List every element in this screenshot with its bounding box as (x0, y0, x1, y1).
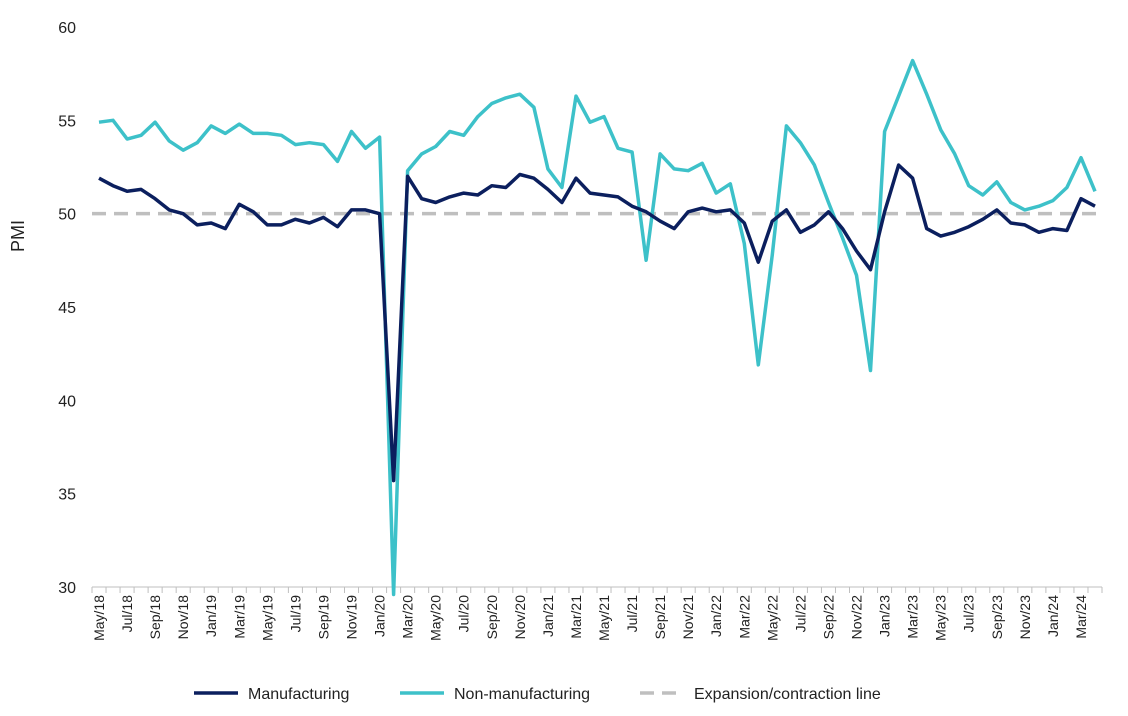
x-tick-label: May/20 (428, 595, 444, 641)
y-tick-label: 60 (58, 20, 76, 37)
x-tick-label: Jul/20 (456, 595, 472, 633)
x-tick-label: Sep/23 (989, 595, 1005, 640)
x-tick-label: Nov/19 (344, 595, 360, 640)
legend-label: Non-manufacturing (454, 686, 590, 703)
x-tick-label: Nov/21 (680, 595, 696, 640)
x-tick-label: Mar/20 (400, 595, 416, 639)
x-tick-label: Sep/20 (484, 595, 500, 640)
x-tick-label: Jul/18 (119, 595, 135, 633)
x-tick-label: Mar/21 (568, 595, 584, 639)
x-tick-label: Jan/22 (708, 595, 724, 637)
y-tick-label: 50 (58, 207, 76, 224)
x-tick-label: Sep/19 (315, 595, 331, 640)
x-tick-label: Mar/24 (1073, 595, 1089, 639)
x-tick-label: Jan/20 (372, 595, 388, 637)
x-tick-label: Jul/21 (624, 595, 640, 633)
x-tick-label: Sep/22 (820, 595, 836, 640)
x-tick-label: Jul/23 (961, 595, 977, 633)
x-tick-label: May/21 (596, 595, 612, 641)
x-tick-label: Mar/19 (231, 595, 247, 639)
x-tick-label: Jan/23 (877, 595, 893, 637)
x-tick-label: Nov/23 (1017, 595, 1033, 640)
y-axis-label: PMI (8, 220, 28, 252)
x-tick-label: Nov/18 (175, 595, 191, 640)
y-tick-label: 55 (58, 113, 76, 130)
y-tick-label: 35 (58, 487, 76, 504)
x-tick-label: Mar/22 (736, 595, 752, 639)
x-tick-label: Sep/21 (652, 595, 668, 640)
x-tick-label: May/23 (933, 595, 949, 641)
x-tick-label: Mar/23 (905, 595, 921, 639)
x-tick-label: May/18 (91, 595, 107, 641)
legend-label: Manufacturing (248, 686, 349, 703)
y-tick-label: 40 (58, 393, 76, 410)
x-tick-label: Nov/20 (512, 595, 528, 640)
x-tick-label: Jul/19 (287, 595, 303, 633)
x-tick-label: Nov/22 (849, 595, 865, 640)
y-tick-label: 45 (58, 300, 76, 317)
x-tick-label: May/19 (259, 595, 275, 641)
non-manufacturing-line (98, 58, 1097, 597)
legend-label: Expansion/contraction line (694, 686, 881, 703)
x-tick-label: Jan/19 (203, 595, 219, 637)
x-tick-label: Jan/24 (1045, 595, 1061, 637)
x-tick-label: Jan/21 (540, 595, 556, 637)
x-tick-label: Jul/22 (792, 595, 808, 633)
manufacturing-line (98, 163, 1096, 483)
y-tick-label: 30 (58, 580, 76, 597)
x-tick-label: Sep/18 (147, 595, 163, 640)
x-tick-label: May/22 (764, 595, 780, 641)
